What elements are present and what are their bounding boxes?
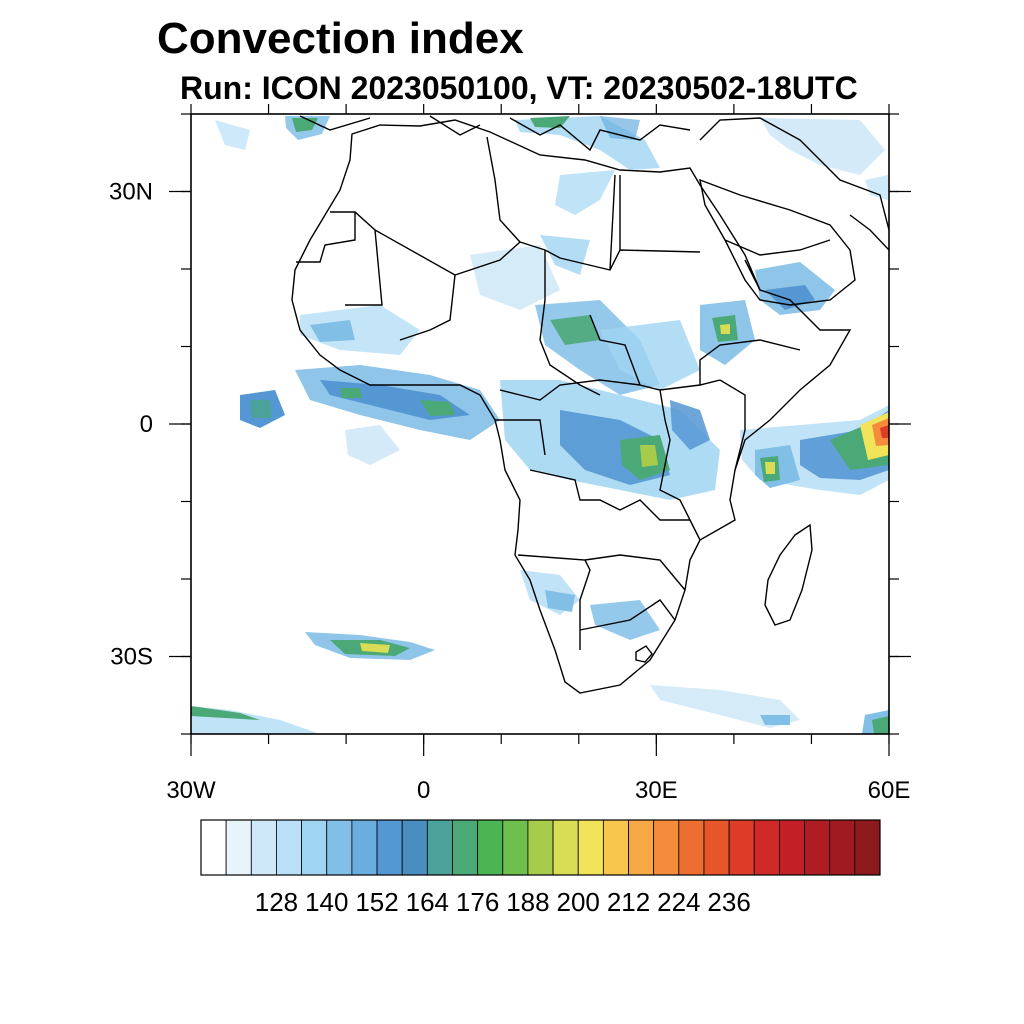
colorbar-swatch: [301, 819, 328, 876]
convection-patch: [310, 320, 355, 342]
convection-patch: [360, 643, 390, 653]
convection-shading: [191, 116, 889, 734]
colorbar-swatch: [628, 819, 655, 876]
lat-tick-label: 0: [140, 411, 153, 438]
country-border: [517, 554, 686, 650]
convection-patch: [872, 418, 889, 446]
colorbar-label: 164: [406, 887, 449, 917]
lon-tick-label: 0: [417, 777, 430, 804]
colorbar-swatch: [753, 819, 780, 876]
tick-labels: 30N 0 30S 30W 0 30E 60E: [109, 179, 910, 805]
convection-patch: [880, 425, 889, 438]
colorbar-swatch: [351, 819, 378, 876]
map-title: Convection index: [157, 14, 524, 63]
colorbar-swatch: [326, 819, 353, 876]
convection-patch: [872, 716, 889, 734]
europe-coastline: [299, 115, 691, 152]
convection-patch: [670, 400, 710, 450]
country-border: [699, 339, 801, 471]
colorbar-labels: 128 140 152 164 176 188 200 212 224 236: [255, 887, 751, 917]
convection-patch: [215, 120, 250, 150]
africa-coastline: [291, 119, 852, 694]
convection-patch: [555, 170, 615, 215]
coastlines-borders: [291, 115, 889, 694]
colorbar-swatch: [376, 819, 403, 876]
colorbar-swatch: [401, 819, 428, 876]
convection-patch: [760, 118, 885, 175]
country-border: [296, 211, 383, 306]
colorbar-label: 236: [707, 887, 750, 917]
map-subtitle: Run: ICON 2023050100, VT: 20230502-18UTC: [180, 70, 858, 106]
madagascar-coastline: [764, 523, 813, 626]
lat-tick-label: 30S: [110, 644, 153, 671]
colorbar-swatch: [250, 819, 277, 876]
colorbar: [200, 819, 881, 876]
convection-patch: [420, 400, 455, 416]
convection-patch: [760, 715, 790, 725]
longitude-ticks: [190, 104, 890, 756]
colorbar-swatch: [200, 819, 227, 876]
colorbar-swatch: [577, 819, 604, 876]
convection-patch: [600, 116, 640, 140]
convection-patch: [540, 235, 590, 275]
colorbar-swatch: [552, 819, 579, 876]
colorbar-swatch: [602, 819, 629, 876]
convection-patch: [300, 305, 420, 355]
colorbar-swatch: [426, 819, 453, 876]
colorbar-swatch: [225, 819, 252, 876]
country-border: [399, 250, 601, 396]
colorbar-frame: [200, 819, 881, 876]
convection-patch: [865, 175, 888, 200]
colorbar-swatch: [779, 819, 805, 876]
colorbar-label: 188: [506, 887, 549, 917]
country-border: [579, 599, 676, 631]
colorbar-label: 140: [305, 887, 348, 917]
lesotho-border: [635, 645, 653, 663]
convection-patch: [550, 315, 600, 345]
convection-patch: [590, 600, 660, 640]
colorbar-label: 152: [355, 887, 398, 917]
colorbar-label: 128: [255, 887, 298, 917]
convection-patch: [191, 706, 260, 720]
colorbar-swatch: [804, 819, 831, 876]
middle-east-coastline: [699, 117, 889, 251]
colorbar-swatch: [276, 819, 302, 876]
latitude-ticks: [169, 113, 911, 735]
colorbar-swatch: [854, 819, 881, 876]
country-border: [529, 469, 690, 521]
convection-patch: [765, 462, 775, 474]
colorbar-label: 176: [456, 887, 499, 917]
convection-patch: [345, 425, 400, 465]
colorbar-swatch: [502, 819, 529, 876]
country-border: [495, 379, 641, 456]
colorbar-swatch: [477, 819, 504, 876]
colorbar-swatch: [527, 819, 554, 876]
country-border: [724, 239, 831, 291]
convection-patch: [250, 400, 272, 418]
colorbar-label: 224: [657, 887, 700, 917]
colorbar-swatch: [829, 819, 856, 876]
colorbar-label: 200: [557, 887, 600, 917]
lon-tick-label: 60E: [868, 777, 911, 804]
lat-tick-label: 30N: [109, 179, 153, 206]
colorbar-swatch: [452, 819, 479, 876]
lon-tick-label: 30W: [166, 777, 216, 804]
colorbar-swatch: [703, 819, 730, 876]
colorbar-label: 212: [607, 887, 650, 917]
colorbar-swatch: [728, 819, 755, 876]
lon-tick-label: 30E: [635, 777, 678, 804]
colorbar-swatch: [653, 819, 680, 876]
convection-patch: [545, 590, 575, 612]
convection-patch: [470, 245, 560, 310]
convection-patch: [720, 324, 730, 334]
convection-patch: [340, 388, 362, 398]
convection-patch: [640, 445, 658, 467]
convection-patch: [600, 320, 700, 390]
country-border: [486, 136, 621, 271]
colorbar-swatch: [678, 819, 705, 876]
